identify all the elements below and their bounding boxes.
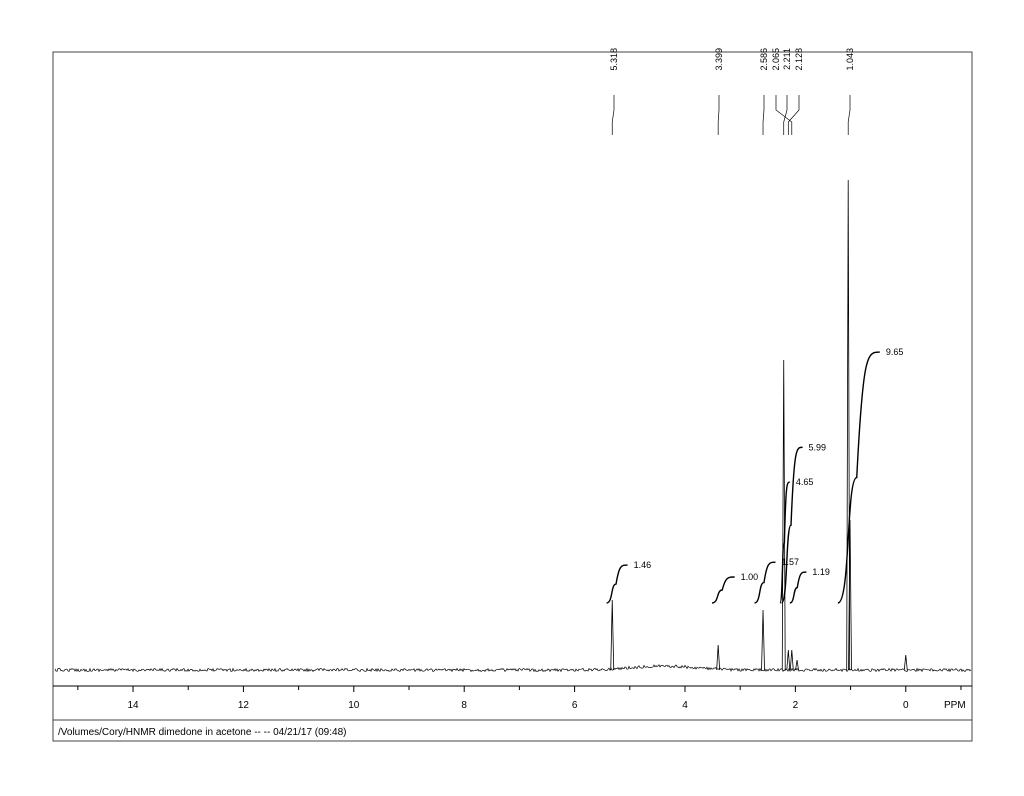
integral-curve (837, 351, 880, 604)
peak-label-leader (611, 95, 615, 135)
peak-label: 5.318 (609, 48, 619, 71)
x-tick-label: 10 (348, 700, 360, 711)
integral-label: 5.99 (809, 442, 827, 452)
peak (761, 609, 765, 671)
peak (789, 649, 794, 671)
peak-label: 2.586 (759, 48, 769, 71)
x-tick-label: 2 (793, 700, 799, 711)
peak (846, 179, 851, 671)
integral-curve (754, 561, 776, 604)
peak (786, 649, 791, 671)
integral-curve (779, 481, 790, 604)
peak-label: 2.065 (771, 48, 781, 71)
integral-curve (789, 571, 807, 604)
integral-curve (606, 564, 628, 604)
x-tick-label: 14 (127, 700, 139, 711)
peak (795, 659, 799, 671)
x-unit: PPM (944, 700, 966, 711)
peak-label-leader (717, 95, 720, 135)
peak-label: 2.211 (782, 48, 792, 70)
x-tick-label: 8 (461, 700, 467, 711)
integral-label: 4.65 (796, 477, 814, 487)
x-tick-label: 4 (682, 700, 688, 711)
integral-label: 1.19 (812, 567, 830, 577)
peak-label-leader (783, 95, 788, 135)
peak (610, 599, 615, 671)
integral-label: 1.00 (741, 572, 759, 582)
peak-label: 1.043 (845, 48, 855, 71)
peak-label: 3.399 (714, 48, 724, 71)
footer: /Volumes/Cory/HNMR dimedone in acetone -… (58, 727, 346, 738)
x-tick-label: 0 (903, 700, 909, 711)
integral-label: 9.65 (886, 347, 904, 357)
integral-curve (780, 446, 803, 604)
peak-label-leader (847, 95, 851, 135)
peak (903, 654, 908, 671)
peak-label-leader (787, 95, 800, 135)
frame (52, 51, 973, 742)
peak-label: 2.128 (794, 48, 804, 71)
baseline-noise (54, 664, 972, 673)
integral-label: 1.46 (634, 560, 652, 570)
peak-label-leader (775, 95, 793, 135)
x-tick-label: 6 (572, 700, 578, 711)
integral-label: 1.57 (782, 557, 800, 567)
peak (716, 644, 721, 671)
peak-label-leader (762, 95, 765, 135)
integral-curve (711, 576, 735, 604)
x-tick-label: 12 (238, 700, 250, 711)
